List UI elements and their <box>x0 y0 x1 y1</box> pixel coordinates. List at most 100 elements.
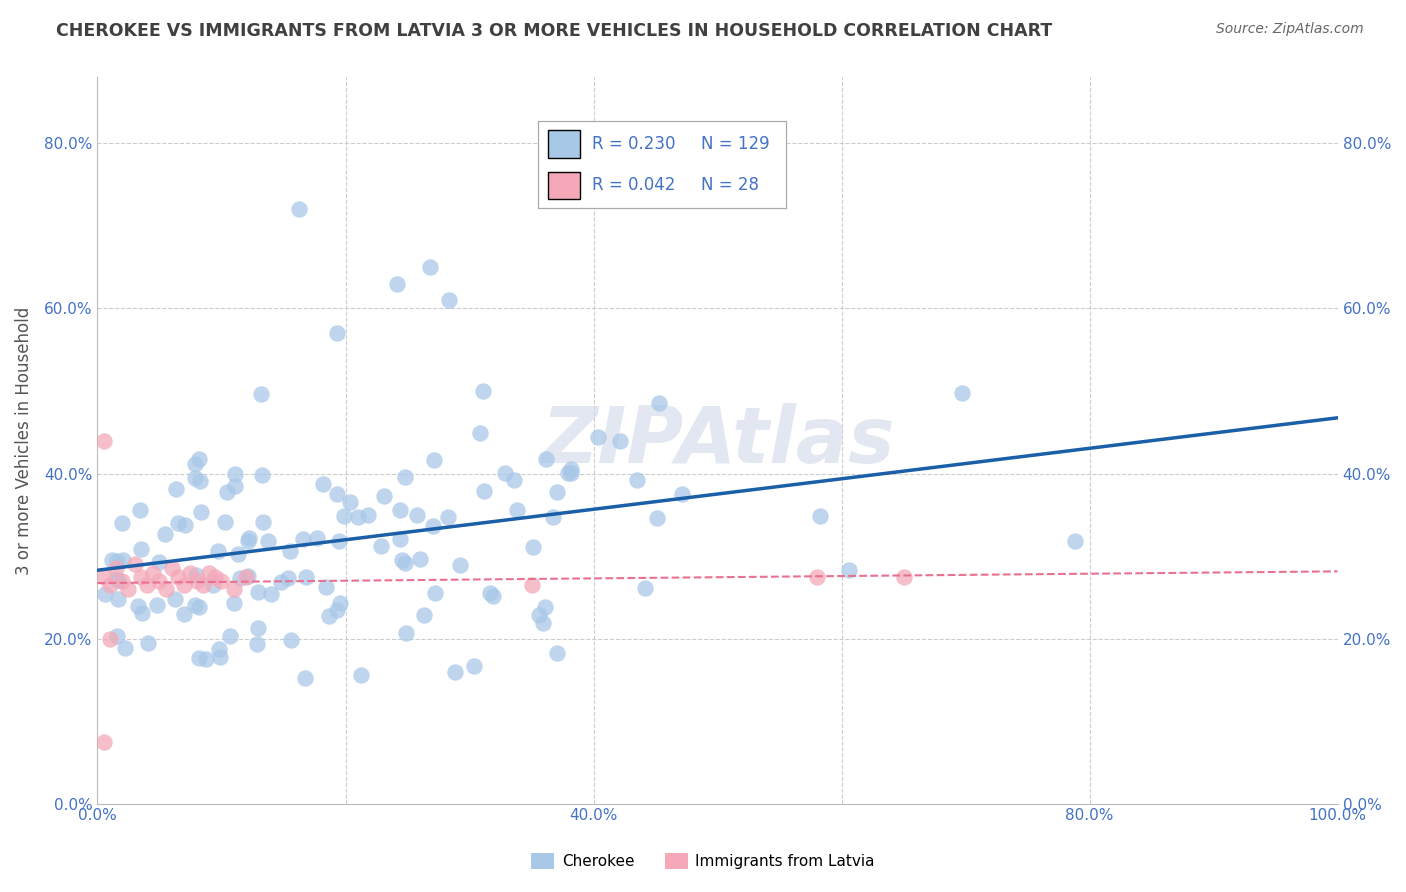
Point <box>482 589 505 603</box>
Point <box>808 509 831 524</box>
Point <box>311 477 333 491</box>
Point <box>560 462 582 476</box>
Point <box>204 570 226 584</box>
Point <box>328 533 350 548</box>
Point <box>1064 534 1087 549</box>
Point <box>187 451 209 466</box>
Point <box>105 629 128 643</box>
Point <box>208 650 231 665</box>
Point <box>111 574 134 588</box>
Point <box>326 326 349 341</box>
Point <box>222 582 245 596</box>
Point <box>229 571 252 585</box>
Point <box>893 570 915 584</box>
Point <box>184 568 207 582</box>
Point <box>409 552 432 566</box>
Point <box>294 671 316 685</box>
Point <box>93 434 115 448</box>
Point <box>146 599 169 613</box>
Point <box>129 541 152 556</box>
Point <box>648 395 671 409</box>
Point <box>270 575 292 590</box>
Point <box>502 473 524 487</box>
Point <box>838 563 860 577</box>
Point <box>315 580 337 594</box>
Point <box>531 615 554 630</box>
Point <box>188 599 211 614</box>
Point <box>950 385 973 400</box>
Point <box>218 629 240 643</box>
Point <box>195 652 218 666</box>
Point <box>520 578 543 592</box>
Point <box>527 608 550 623</box>
Point <box>444 665 467 680</box>
Point <box>626 474 648 488</box>
Point <box>131 606 153 620</box>
Point <box>560 466 582 480</box>
Point <box>246 620 269 634</box>
Point <box>198 566 221 580</box>
Point <box>222 596 245 610</box>
Point <box>326 603 349 617</box>
Point <box>190 504 212 518</box>
Point <box>318 609 340 624</box>
Point <box>305 531 328 545</box>
Point <box>389 503 412 517</box>
Point <box>129 570 152 584</box>
Point <box>148 555 170 569</box>
Point <box>188 474 211 488</box>
Point <box>226 547 249 561</box>
Point <box>167 516 190 530</box>
Point <box>127 599 149 613</box>
Point <box>413 608 436 623</box>
Point <box>394 556 416 570</box>
Point <box>98 632 121 646</box>
Point <box>394 469 416 483</box>
Point <box>278 544 301 558</box>
Text: Source: ZipAtlas.com: Source: ZipAtlas.com <box>1216 22 1364 37</box>
Point <box>105 561 128 575</box>
Point <box>280 633 302 648</box>
Point <box>357 508 380 522</box>
Point <box>471 384 494 398</box>
Text: CHEROKEE VS IMMIGRANTS FROM LATVIA 3 OR MORE VEHICLES IN HOUSEHOLD CORRELATION C: CHEROKEE VS IMMIGRANTS FROM LATVIA 3 OR … <box>56 22 1053 40</box>
Point <box>291 533 314 547</box>
Point <box>349 668 371 682</box>
Point <box>370 539 392 553</box>
Point <box>165 592 187 607</box>
Point <box>252 467 274 482</box>
Point <box>101 552 124 566</box>
Point <box>93 570 115 584</box>
Point <box>437 509 460 524</box>
Point <box>191 578 214 592</box>
Point <box>478 586 501 600</box>
Point <box>98 578 121 592</box>
Point <box>468 425 491 440</box>
Point <box>148 574 170 588</box>
Point <box>288 202 311 217</box>
Point <box>472 484 495 499</box>
Point <box>419 260 441 275</box>
Point <box>235 570 257 584</box>
Point <box>391 553 413 567</box>
Point <box>394 626 416 640</box>
Point <box>112 552 135 566</box>
Point <box>211 574 233 588</box>
Point <box>806 570 828 584</box>
Point <box>224 479 246 493</box>
Point <box>236 533 259 548</box>
Point <box>387 277 409 291</box>
Point <box>215 484 238 499</box>
Point <box>463 658 485 673</box>
Point <box>238 531 260 545</box>
Point <box>250 386 273 401</box>
Point <box>107 592 129 607</box>
Point <box>671 487 693 501</box>
Point <box>533 600 555 615</box>
Point <box>153 527 176 541</box>
Point <box>246 638 269 652</box>
Point <box>105 554 128 568</box>
Point <box>142 566 165 580</box>
Point <box>534 451 557 466</box>
Point <box>111 516 134 530</box>
